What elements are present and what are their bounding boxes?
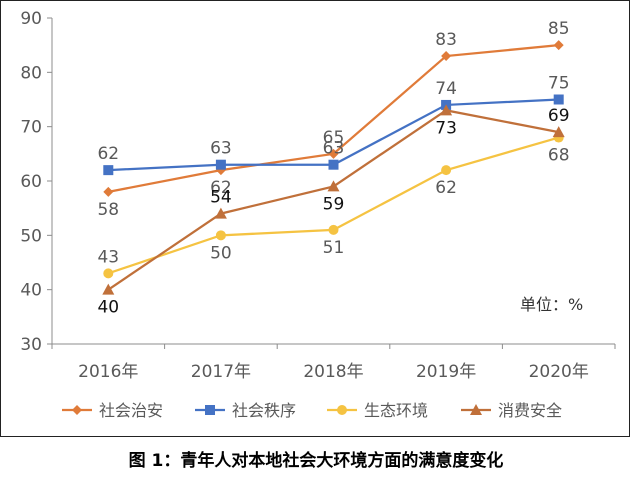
data-label: 51 (323, 238, 345, 258)
data-label: 40 (97, 298, 119, 318)
x-tick-label: 2018年 (303, 362, 363, 382)
legend-label: 消费安全 (498, 401, 562, 420)
data-label: 63 (323, 139, 345, 159)
data-label: 62 (435, 178, 457, 198)
data-point (103, 268, 114, 279)
legend: 社会治安 社会秩序 生态环境 消费安全 (62, 401, 562, 420)
legend-marker (337, 405, 347, 415)
legend-marker (470, 404, 482, 415)
y-tick-label: 80 (20, 63, 42, 83)
y-tick-label: 70 (20, 118, 42, 138)
x-tick-label: 2016年 (78, 362, 138, 382)
data-point (328, 224, 339, 235)
x-tick-label: 2020年 (529, 362, 589, 382)
data-labels: 58 62 65 83 85 62 63 63 74 75 43 50 51 62 68 40 54 59 73 69 (97, 19, 570, 318)
data-point (441, 51, 452, 62)
data-label: 59 (323, 194, 345, 214)
data-label: 69 (548, 106, 570, 126)
data-point (440, 104, 453, 116)
data-label: 74 (435, 79, 457, 99)
legend-item: 消费安全 (461, 401, 562, 420)
data-point (102, 283, 115, 295)
x-tick-label: 2019年 (416, 362, 476, 382)
data-label: 54 (210, 188, 232, 208)
data-point (328, 159, 339, 170)
legend-label: 社会治安 (99, 401, 163, 420)
series-1 (103, 40, 564, 197)
legend-marker (72, 405, 82, 415)
data-label: 68 (548, 146, 570, 166)
series-4 (102, 104, 565, 295)
series-layer (102, 40, 565, 295)
data-label: 75 (548, 74, 570, 94)
data-point (327, 180, 340, 192)
data-point (553, 40, 564, 51)
data-point (103, 165, 114, 176)
y-tick-label: 60 (20, 172, 42, 192)
data-label: 62 (97, 144, 119, 164)
data-label: 58 (97, 200, 119, 220)
unit-label: 单位：% (520, 295, 583, 314)
data-point (215, 159, 226, 170)
data-point (553, 94, 564, 105)
y-tick-label: 90 (20, 9, 42, 29)
legend-label: 生态环境 (364, 401, 428, 420)
x-tick-label: 2017年 (191, 362, 251, 382)
data-label: 73 (435, 118, 457, 138)
data-label: 63 (210, 139, 232, 159)
data-label: 83 (435, 30, 457, 50)
data-label: 50 (210, 243, 232, 263)
data-point (552, 126, 565, 138)
data-point (103, 186, 114, 197)
legend-item: 生态环境 (327, 401, 428, 420)
figure-caption: 图 1：青年人对本地社会大环境方面的满意度变化 (128, 451, 504, 471)
legend-label: 社会秩序 (232, 401, 296, 420)
y-tick-label: 50 (20, 226, 42, 246)
data-point (215, 230, 226, 241)
legend-marker (205, 405, 215, 415)
data-label: 65 (323, 128, 345, 148)
data-point (214, 207, 227, 219)
chart-frame (0, 0, 630, 437)
data-point (328, 148, 339, 159)
data-point (441, 165, 452, 176)
data-label: 62 (210, 178, 232, 198)
y-tick-label: 40 (20, 281, 42, 301)
legend-item: 社会秩序 (195, 401, 296, 420)
y-tick-label: 30 (20, 335, 42, 355)
legend-item: 社会治安 (62, 401, 163, 420)
axes: 30 40 50 60 70 80 90 2016年 2017年 2018年 2019年 2020年 (20, 9, 616, 382)
data-label: 43 (97, 247, 119, 267)
data-label: 85 (548, 19, 570, 39)
